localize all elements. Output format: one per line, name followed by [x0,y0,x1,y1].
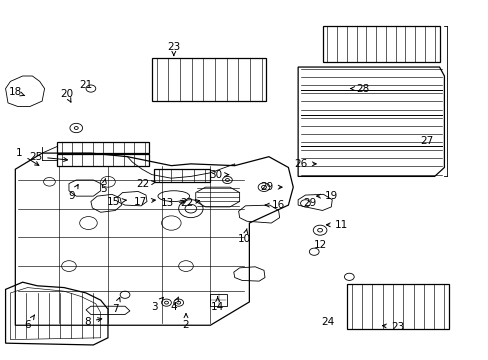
Text: 22: 22 [180,198,199,208]
Text: 1: 1 [16,148,39,165]
Text: 29: 29 [260,182,282,192]
Text: 28: 28 [350,84,369,94]
Text: 11: 11 [325,220,347,230]
Text: 24: 24 [320,317,333,327]
Text: 30: 30 [209,170,228,180]
Text: 16: 16 [265,200,284,210]
Text: 29: 29 [303,198,316,208]
Text: 23: 23 [382,322,403,332]
Text: 12: 12 [313,239,326,249]
Text: 27: 27 [420,136,433,145]
Text: 6: 6 [24,315,34,330]
Text: 17: 17 [133,197,155,207]
Text: 15: 15 [107,197,126,207]
Text: 18: 18 [9,87,25,97]
Text: 23: 23 [167,42,180,55]
Text: 22: 22 [136,179,155,189]
Text: 25: 25 [29,152,67,162]
Text: 5: 5 [100,179,106,194]
Text: 14: 14 [211,297,224,312]
Text: 13: 13 [160,198,184,208]
Text: 10: 10 [238,229,250,244]
Text: 3: 3 [151,297,163,312]
Text: 21: 21 [79,80,92,90]
Text: 26: 26 [294,159,316,169]
Text: 2: 2 [183,314,189,330]
Text: 7: 7 [112,298,120,314]
Text: 4: 4 [170,297,178,312]
Text: 20: 20 [60,89,73,102]
Text: 9: 9 [68,185,78,201]
Text: 19: 19 [316,191,338,201]
Text: 8: 8 [84,317,102,327]
